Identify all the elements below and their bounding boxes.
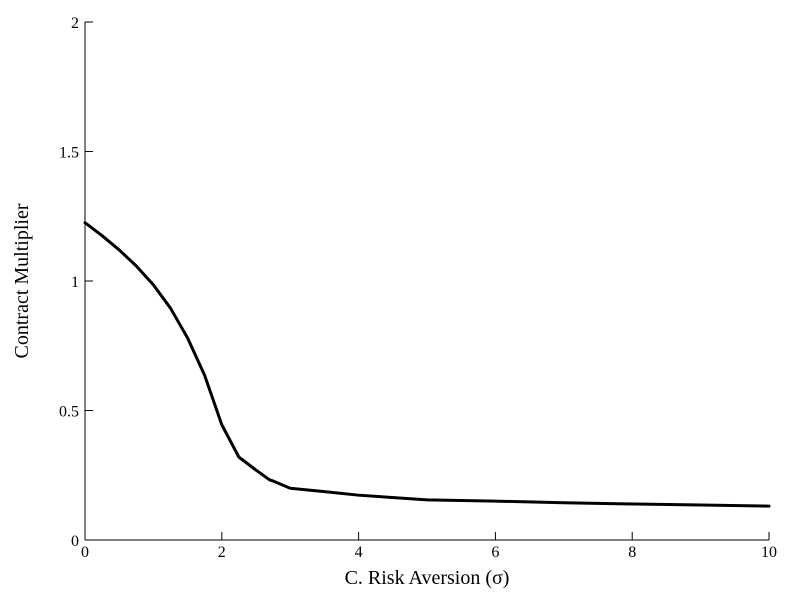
y-tick-label: 1 (71, 274, 79, 291)
x-tick-label: 10 (761, 544, 777, 561)
y-axis-title: Contract Multiplier (11, 203, 33, 358)
y-tick-label: 0 (71, 533, 79, 550)
x-tick-label: 0 (81, 544, 89, 561)
axes (84, 22, 769, 541)
series-line (83, 221, 771, 508)
y-tick-label: 0.5 (59, 404, 79, 421)
x-tick-label: 6 (491, 544, 499, 561)
x-tick-label: 4 (355, 544, 363, 561)
x-tick-label: 8 (628, 544, 636, 561)
y-ticks: 0 0.5 1 1.5 2 (59, 15, 93, 550)
x-ticks: 0 2 4 6 8 10 (81, 532, 777, 561)
x-tick-label: 2 (218, 544, 226, 561)
plot-area (83, 221, 771, 508)
y-tick-label: 2 (71, 15, 79, 32)
x-axis-title: C. Risk Aversion (σ) (345, 567, 510, 589)
y-tick-label: 1.5 (59, 145, 79, 162)
